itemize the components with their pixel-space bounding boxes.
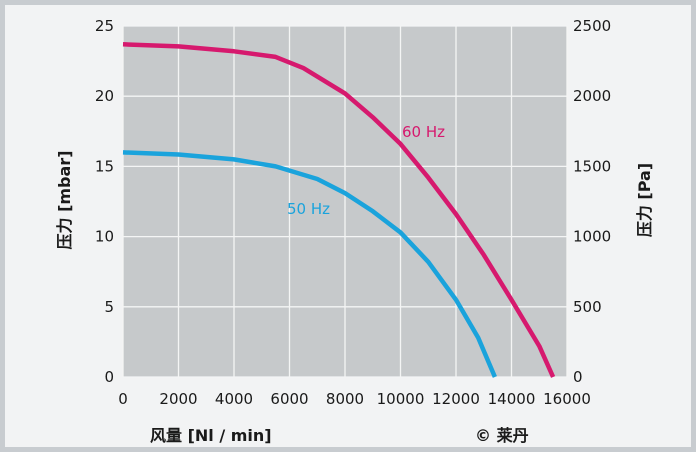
y-right-tick-label: 0 [573, 368, 583, 386]
y-right-tick-label: 1500 [573, 157, 611, 175]
y-axis-right-title: 压力 [Pa] [635, 163, 654, 237]
y-left-tick-label: 5 [104, 298, 114, 316]
x-tick-label: 14000 [488, 390, 536, 408]
series-label-60hz: 60 Hz [402, 123, 445, 141]
y-left-tick-label: 25 [95, 17, 114, 35]
x-axis-title: 风量 [Nl / min] [150, 426, 272, 445]
y-left-tick-label: 10 [95, 228, 114, 246]
y-left-tick-label: 20 [95, 87, 114, 105]
series-lines [122, 42, 556, 378]
series-label-50hz: 50 Hz [287, 200, 330, 218]
y-left-tick-label: 0 [104, 368, 114, 386]
tick-labels: 0 2000 4000 6000 8000 10000 12000 14000 16000051… [95, 17, 611, 408]
x-tick-label: 16000 [543, 390, 591, 408]
y-right-tick-label: 2000 [573, 87, 611, 105]
series-line-50hz [122, 150, 497, 378]
grid-lines [122, 25, 568, 378]
y-right-tick-label: 500 [573, 298, 602, 316]
x-tick-label: 12000 [432, 390, 480, 408]
copyright-label: © 莱丹 [475, 426, 529, 445]
y-right-tick-label: 1000 [573, 228, 611, 246]
x-tick-label: 8000 [326, 390, 364, 408]
x-tick-label: 0 [118, 390, 128, 408]
y-axis-left-title: 压力 [mbar] [55, 150, 74, 249]
x-tick-label: 10000 [377, 390, 425, 408]
x-tick-label: 6000 [270, 390, 308, 408]
x-tick-label: 2000 [159, 390, 197, 408]
y-left-tick-label: 15 [95, 157, 114, 175]
x-tick-label: 4000 [215, 390, 253, 408]
series-line-60hz [122, 42, 556, 378]
y-right-tick-label: 2500 [573, 17, 611, 35]
